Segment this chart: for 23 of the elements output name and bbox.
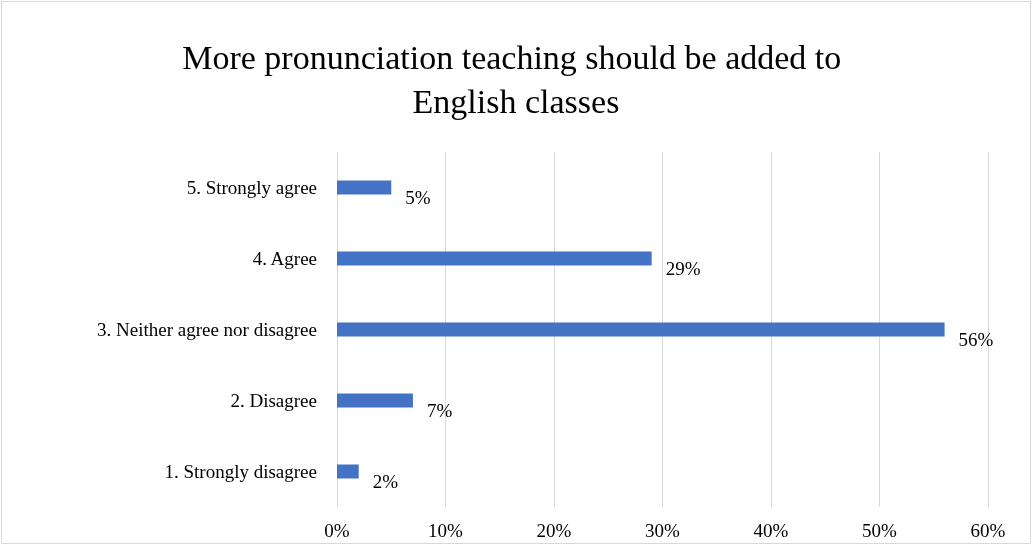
data-label: 2% bbox=[372, 471, 399, 492]
data-label: 7% bbox=[426, 400, 453, 421]
data-label: 29% bbox=[665, 258, 701, 279]
y-tick-label: 3. Neither agree nor disagree bbox=[97, 319, 317, 340]
data-label: 56% bbox=[958, 329, 994, 350]
bar bbox=[337, 393, 413, 408]
x-tick-label: 0% bbox=[324, 520, 350, 541]
x-tick-label: 20% bbox=[536, 520, 572, 541]
x-tick-label: 40% bbox=[753, 520, 789, 541]
bar bbox=[337, 251, 652, 266]
x-tick-label: 30% bbox=[645, 520, 681, 541]
y-tick-label: 4. Agree bbox=[252, 248, 317, 269]
bar bbox=[337, 180, 392, 195]
bar bbox=[337, 464, 359, 479]
bar bbox=[337, 322, 945, 337]
data-label: 5% bbox=[405, 187, 431, 208]
y-tick-label: 5. Strongly agree bbox=[186, 177, 317, 198]
x-tick-label: 60% bbox=[970, 520, 1006, 541]
y-tick-label: 1. Strongly disagree bbox=[164, 461, 317, 482]
x-tick-label: 50% bbox=[862, 520, 898, 541]
chart-title: More pronunciation teaching should be added to English classes bbox=[182, 38, 850, 120]
x-tick-label: 10% bbox=[428, 520, 464, 541]
y-tick-label: 2. Disagree bbox=[230, 390, 317, 411]
